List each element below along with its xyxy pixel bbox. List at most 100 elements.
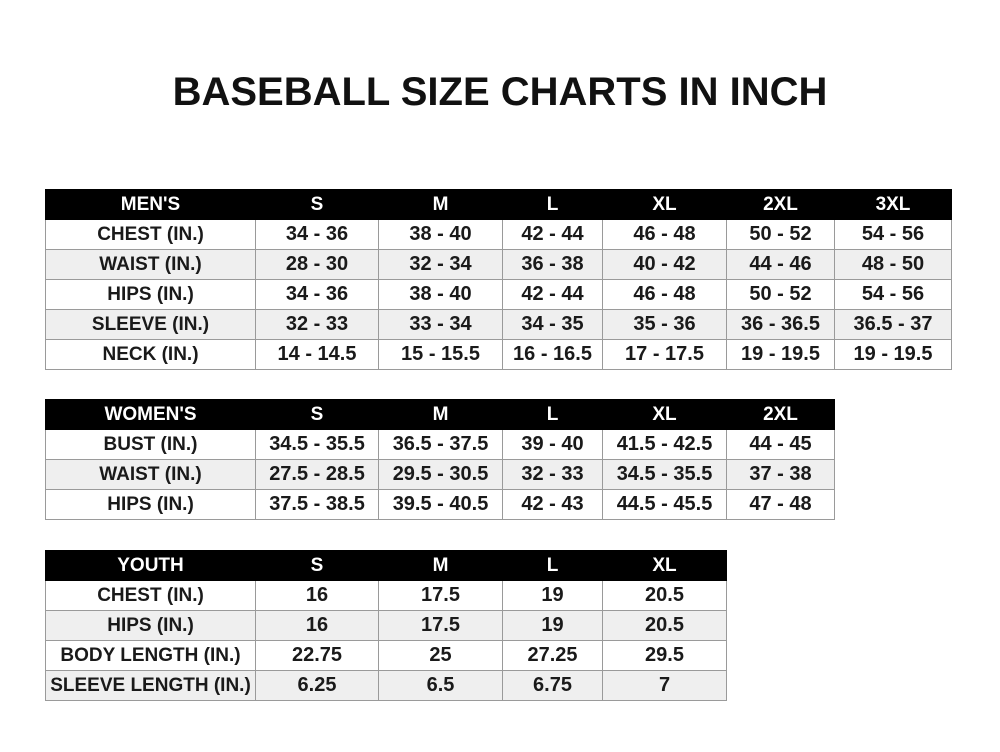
size-value: 44.5 - 45.5	[602, 489, 727, 520]
size-value: 28 - 30	[255, 249, 379, 280]
table-category-header: MEN'S	[45, 189, 256, 220]
size-value: 44 - 46	[726, 249, 835, 280]
size-value: 19 - 19.5	[726, 339, 835, 370]
size-column-header: M	[378, 399, 503, 430]
size-value: 38 - 40	[378, 219, 503, 250]
measurement-label: WAIST (IN.)	[45, 459, 256, 490]
size-value: 35 - 36	[602, 309, 727, 340]
size-value: 46 - 48	[602, 279, 727, 310]
size-value: 27.25	[502, 640, 603, 671]
size-value: 16 - 16.5	[502, 339, 603, 370]
size-column-header: L	[502, 550, 603, 581]
size-value: 36.5 - 37.5	[378, 429, 503, 460]
youth-size-table: YOUTH S M L XL CHEST (IN.) 16 17.5 19 20.5 HIPS (I…	[45, 550, 727, 701]
table-row: BUST (IN.) 34.5 - 35.5 36.5 - 37.5 39 - 40 4…	[45, 429, 835, 460]
size-value: 19 - 19.5	[834, 339, 952, 370]
size-value: 40 - 42	[602, 249, 727, 280]
size-value: 50 - 52	[726, 219, 835, 250]
size-value: 14 - 14.5	[255, 339, 379, 370]
size-value: 47 - 48	[726, 489, 835, 520]
size-value: 54 - 56	[834, 219, 952, 250]
size-column-header: XL	[602, 399, 727, 430]
table-row: CHEST (IN.) 16 17.5 19 20.5	[45, 580, 727, 611]
size-value: 19	[502, 580, 603, 611]
size-value: 17 - 17.5	[602, 339, 727, 370]
table-row: HIPS (IN.) 16 17.5 19 20.5	[45, 610, 727, 641]
size-column-header: 3XL	[834, 189, 952, 220]
size-value: 39.5 - 40.5	[378, 489, 503, 520]
size-column-header: XL	[602, 550, 727, 581]
size-column-header: 2XL	[726, 399, 835, 430]
measurement-label: HIPS (IN.)	[45, 279, 256, 310]
size-column-header: M	[378, 189, 503, 220]
measurement-label: SLEEVE (IN.)	[45, 309, 256, 340]
size-value: 17.5	[378, 580, 503, 611]
size-value: 42 - 44	[502, 279, 603, 310]
table-row: BODY LENGTH (IN.) 22.75 25 27.25 29.5	[45, 640, 727, 671]
measurement-label: WAIST (IN.)	[45, 249, 256, 280]
size-value: 32 - 34	[378, 249, 503, 280]
size-value: 29.5	[602, 640, 727, 671]
table-row: HIPS (IN.) 34 - 36 38 - 40 42 - 44 46 - 48 50…	[45, 279, 952, 310]
size-column-header: L	[502, 399, 603, 430]
size-value: 16	[255, 580, 379, 611]
measurement-label: CHEST (IN.)	[45, 219, 256, 250]
page-title: BASEBALL SIZE CHARTS IN INCH	[172, 70, 828, 114]
table-category-header: YOUTH	[45, 550, 256, 581]
size-value: 22.75	[255, 640, 379, 671]
measurement-label: BUST (IN.)	[45, 429, 256, 460]
size-column-header: S	[255, 189, 379, 220]
size-value: 38 - 40	[378, 279, 503, 310]
size-value: 37 - 38	[726, 459, 835, 490]
size-value: 42 - 44	[502, 219, 603, 250]
size-value: 34 - 35	[502, 309, 603, 340]
table-row: WAIST (IN.) 28 - 30 32 - 34 36 - 38 40 - 42 4…	[45, 249, 952, 280]
table-row: SLEEVE LENGTH (IN.) 6.25 6.5 6.75 7	[45, 670, 727, 701]
size-value: 34 - 36	[255, 219, 379, 250]
size-value: 36 - 36.5	[726, 309, 835, 340]
size-value: 15 - 15.5	[378, 339, 503, 370]
size-value: 48 - 50	[834, 249, 952, 280]
measurement-label: CHEST (IN.)	[45, 580, 256, 611]
size-value: 42 - 43	[502, 489, 603, 520]
size-value: 16	[255, 610, 379, 641]
header-row: MEN'S S M L XL 2XL 3XL	[45, 189, 952, 220]
size-value: 36 - 38	[502, 249, 603, 280]
size-value: 20.5	[602, 580, 727, 611]
womens-size-table: WOMEN'S S M L XL 2XL BUST (IN.) 34.5 - 35.5 36.5…	[45, 399, 835, 520]
measurement-label: SLEEVE LENGTH (IN.)	[45, 670, 256, 701]
header-row: YOUTH S M L XL	[45, 550, 727, 581]
table-row: NECK (IN.) 14 - 14.5 15 - 15.5 16 - 16.5 17 …	[45, 339, 952, 370]
size-value: 39 - 40	[502, 429, 603, 460]
size-value: 46 - 48	[602, 219, 727, 250]
size-value: 50 - 52	[726, 279, 835, 310]
measurement-label: BODY LENGTH (IN.)	[45, 640, 256, 671]
table-category-header: WOMEN'S	[45, 399, 256, 430]
size-value: 27.5 - 28.5	[255, 459, 379, 490]
size-value: 6.5	[378, 670, 503, 701]
size-column-header: L	[502, 189, 603, 220]
size-value: 33 - 34	[378, 309, 503, 340]
size-value: 25	[378, 640, 503, 671]
size-value: 6.75	[502, 670, 603, 701]
size-value: 32 - 33	[502, 459, 603, 490]
size-value: 6.25	[255, 670, 379, 701]
measurement-label: HIPS (IN.)	[45, 610, 256, 641]
size-value: 36.5 - 37	[834, 309, 952, 340]
size-value: 54 - 56	[834, 279, 952, 310]
size-value: 37.5 - 38.5	[255, 489, 379, 520]
size-value: 34 - 36	[255, 279, 379, 310]
measurement-label: NECK (IN.)	[45, 339, 256, 370]
size-value: 32 - 33	[255, 309, 379, 340]
header-row: WOMEN'S S M L XL 2XL	[45, 399, 835, 430]
size-value: 34.5 - 35.5	[602, 459, 727, 490]
size-value: 17.5	[378, 610, 503, 641]
size-column-header: S	[255, 399, 379, 430]
size-value: 29.5 - 30.5	[378, 459, 503, 490]
table-row: SLEEVE (IN.) 32 - 33 33 - 34 34 - 35 35 - 36…	[45, 309, 952, 340]
size-value: 20.5	[602, 610, 727, 641]
table-row: HIPS (IN.) 37.5 - 38.5 39.5 - 40.5 42 - 43 4…	[45, 489, 835, 520]
table-row: WAIST (IN.) 27.5 - 28.5 29.5 - 30.5 32 - 33…	[45, 459, 835, 490]
size-column-header: S	[255, 550, 379, 581]
size-value: 7	[602, 670, 727, 701]
